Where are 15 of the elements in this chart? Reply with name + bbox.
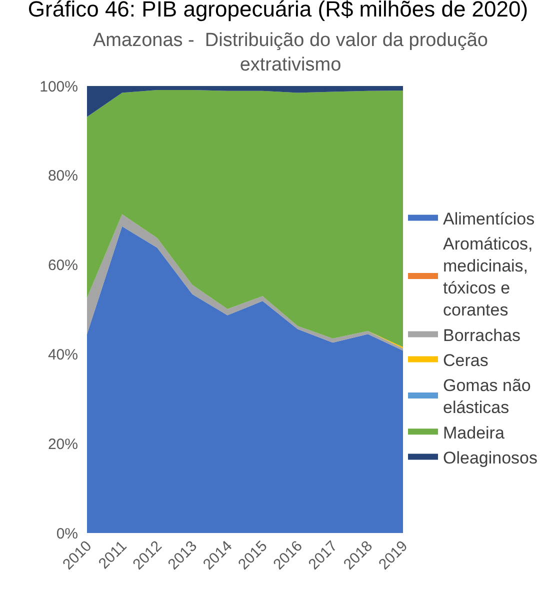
y-tick-label: 40% <box>48 346 78 364</box>
y-tick-label: 80% <box>48 168 78 185</box>
chart-subtitle: Amazonas - Distribuição do valor da produção extrativismo <box>93 30 488 76</box>
legend-label: Oleaginosos <box>443 448 538 468</box>
y-tick-label: 0% <box>56 525 78 542</box>
legend-label: Alimentícios <box>443 209 535 228</box>
legend-label: Borrachas <box>443 326 520 345</box>
y-tick-label: 20% <box>48 436 78 453</box>
chart-title: Gráfico 46: PIB agropecuária (R$ milhões de 2020) <box>28 0 528 22</box>
legend-label: Aromáticos, medicinais, tóxicos e corantes <box>443 234 533 320</box>
y-tick-label: 60% <box>48 257 78 274</box>
y-tick-label: 100% <box>40 78 78 96</box>
legend-label: Ceras <box>443 350 488 370</box>
legend-label: Madeira <box>443 423 505 442</box>
legend-label: Gomas não elásticas <box>443 376 531 418</box>
